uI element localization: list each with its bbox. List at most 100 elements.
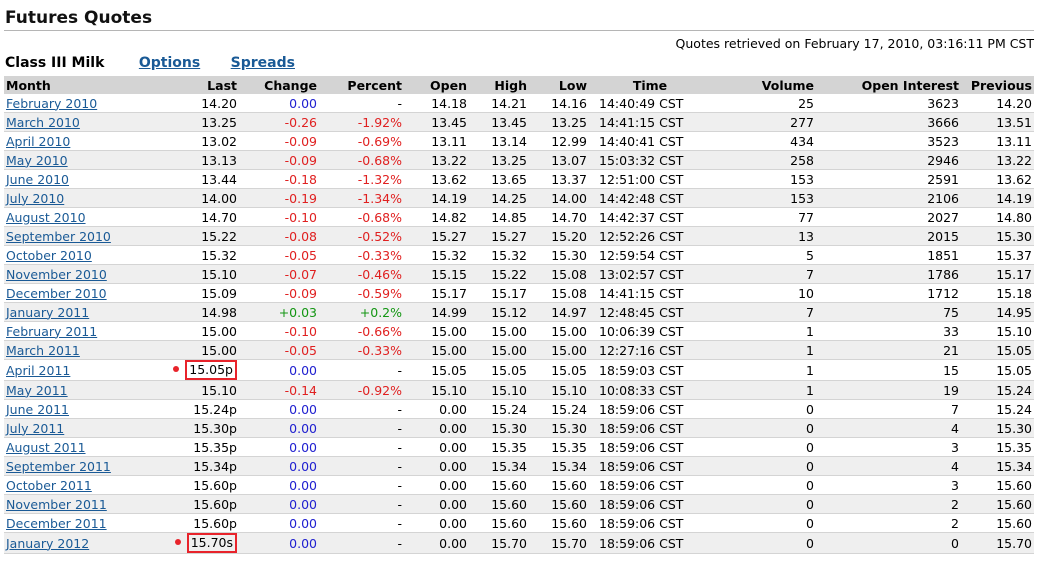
percent-cell: -1.32% bbox=[319, 169, 404, 189]
last-price-cell: 13.25 bbox=[134, 112, 239, 132]
contract-month-link[interactable]: November 2011 bbox=[6, 496, 107, 512]
low-cell: 15.05 bbox=[529, 359, 589, 381]
last-price: 15.35p bbox=[193, 439, 237, 455]
contract-month-link[interactable]: June 2010 bbox=[6, 171, 70, 187]
open-value: 15.00 bbox=[431, 342, 467, 358]
table-row: June 2011 15.24p 0.00 - 0.00 15.24 15.24 18:59:… bbox=[4, 399, 1034, 419]
low-cell: 15.60 bbox=[529, 513, 589, 533]
percent-cell: -0.33% bbox=[319, 340, 404, 360]
contract-month-link[interactable]: May 2011 bbox=[6, 382, 68, 398]
open-value: 15.10 bbox=[431, 382, 467, 398]
percent-cell: -0.68% bbox=[319, 150, 404, 170]
contract-month-link[interactable]: December 2010 bbox=[6, 285, 107, 301]
contract-month-link[interactable]: June 2011 bbox=[6, 401, 70, 417]
table-row: June 2010 13.44 -0.18 -1.32% 13.62 13.65 13.37… bbox=[4, 169, 1034, 189]
contract-month-link[interactable]: April 2011 bbox=[6, 362, 71, 378]
high-value: 15.34 bbox=[491, 458, 527, 474]
percent-cell: -0.33% bbox=[319, 245, 404, 265]
contract-month-link[interactable]: July 2011 bbox=[6, 420, 65, 436]
contract-month-link[interactable]: May 2010 bbox=[6, 152, 68, 168]
change-value: -0.05 bbox=[284, 342, 317, 358]
percent-cell: - bbox=[319, 532, 404, 554]
month-cell: August 2011 bbox=[4, 437, 134, 457]
high-value: 15.27 bbox=[491, 228, 527, 244]
last-price: 15.00 bbox=[201, 342, 237, 358]
time-cell: 18:59:06 CST bbox=[589, 418, 711, 438]
volume-value: 0 bbox=[806, 477, 814, 493]
change-value: -0.26 bbox=[284, 114, 317, 130]
last-price: 15.30p bbox=[193, 420, 237, 436]
table-row: March 2010 13.25 -0.26 -1.92% 13.45 13.45 13.2… bbox=[4, 112, 1034, 132]
time-value: 18:59:06 CST bbox=[599, 458, 684, 474]
time-cell: 18:59:06 CST bbox=[589, 513, 711, 533]
high-value: 13.45 bbox=[491, 114, 527, 130]
contract-month-link[interactable]: April 2010 bbox=[6, 133, 71, 149]
volume-value: 1 bbox=[806, 382, 814, 398]
percent-cell: -1.92% bbox=[319, 112, 404, 132]
options-link[interactable]: Options bbox=[138, 55, 201, 71]
contract-month-link[interactable]: August 2011 bbox=[6, 439, 86, 455]
contract-month-link[interactable]: August 2010 bbox=[6, 209, 86, 225]
contract-month-link[interactable]: November 2010 bbox=[6, 266, 107, 282]
change-cell: -0.19 bbox=[239, 188, 319, 208]
contract-month-link[interactable]: July 2010 bbox=[6, 190, 65, 206]
high-value: 14.25 bbox=[491, 190, 527, 206]
contract-month-link[interactable]: October 2010 bbox=[6, 247, 92, 263]
time-cell: 14:40:49 CST bbox=[589, 94, 711, 113]
previous-cell: 13.22 bbox=[961, 150, 1034, 170]
percent-cell: - bbox=[319, 399, 404, 419]
col-header-change: Change bbox=[239, 76, 319, 94]
contract-month-link[interactable]: January 2011 bbox=[6, 304, 90, 320]
open-value: 13.22 bbox=[431, 152, 467, 168]
last-price: 15.32 bbox=[201, 247, 237, 263]
time-value: 12:48:45 CST bbox=[599, 304, 684, 320]
change-cell: +0.03 bbox=[239, 302, 319, 322]
contract-month-link[interactable]: October 2011 bbox=[6, 477, 92, 493]
contract-month-link[interactable]: February 2010 bbox=[6, 95, 98, 111]
col-header-open: Open bbox=[404, 76, 469, 94]
open-cell: 13.62 bbox=[404, 169, 469, 189]
month-cell: August 2010 bbox=[4, 207, 134, 227]
high-cell: 13.25 bbox=[469, 150, 529, 170]
time-cell: 13:02:57 CST bbox=[589, 264, 711, 284]
low-value: 15.35 bbox=[551, 439, 587, 455]
open-value: 0.00 bbox=[439, 420, 467, 436]
open-cell: 15.05 bbox=[404, 359, 469, 381]
contract-month-link[interactable]: March 2010 bbox=[6, 114, 80, 130]
table-row: January 2012 15.70s 0.00 - 0.00 15.70 15.70 18:… bbox=[4, 532, 1034, 554]
table-row: February 2011 15.00 -0.10 -0.66% 15.00 15.00 1… bbox=[4, 321, 1034, 341]
month-cell: February 2010 bbox=[4, 94, 134, 113]
time-cell: 10:06:39 CST bbox=[589, 321, 711, 341]
open-cell: 13.22 bbox=[404, 150, 469, 170]
change-value: 0.00 bbox=[289, 477, 317, 493]
open-value: 15.32 bbox=[431, 247, 467, 263]
percent-value: +0.2% bbox=[359, 304, 402, 320]
month-cell: December 2011 bbox=[4, 513, 134, 533]
contract-month-link[interactable]: September 2010 bbox=[6, 228, 111, 244]
table-row: April 2011 15.05p 0.00 - 15.05 15.05 15.05 18:5… bbox=[4, 359, 1034, 381]
low-value: 14.00 bbox=[551, 190, 587, 206]
contract-month-link[interactable]: December 2011 bbox=[6, 515, 107, 531]
spreads-link[interactable]: Spreads bbox=[230, 55, 295, 71]
high-value: 15.22 bbox=[491, 266, 527, 282]
open-interest-cell: 21 bbox=[816, 340, 961, 360]
change-cell: 0.00 bbox=[239, 418, 319, 438]
percent-value: - bbox=[397, 95, 402, 111]
previous-cell: 14.20 bbox=[961, 94, 1034, 113]
open-interest-value: 2591 bbox=[927, 171, 959, 187]
previous-cell: 15.37 bbox=[961, 245, 1034, 265]
contract-month-link[interactable]: February 2011 bbox=[6, 323, 98, 339]
month-cell: January 2012 bbox=[4, 532, 134, 554]
percent-cell: -0.59% bbox=[319, 283, 404, 303]
high-value: 15.35 bbox=[491, 439, 527, 455]
volume-value: 277 bbox=[790, 114, 814, 130]
high-cell: 14.85 bbox=[469, 207, 529, 227]
contract-month-link[interactable]: September 2011 bbox=[6, 458, 111, 474]
table-row: December 2011 15.60p 0.00 - 0.00 15.60 15.60 18… bbox=[4, 513, 1034, 533]
contract-month-link[interactable]: January 2012 bbox=[6, 535, 90, 551]
month-cell: March 2010 bbox=[4, 112, 134, 132]
contract-month-link[interactable]: March 2011 bbox=[6, 342, 80, 358]
percent-value: - bbox=[397, 401, 402, 417]
last-price-cell: 13.13 bbox=[134, 150, 239, 170]
change-value: 0.00 bbox=[289, 401, 317, 417]
